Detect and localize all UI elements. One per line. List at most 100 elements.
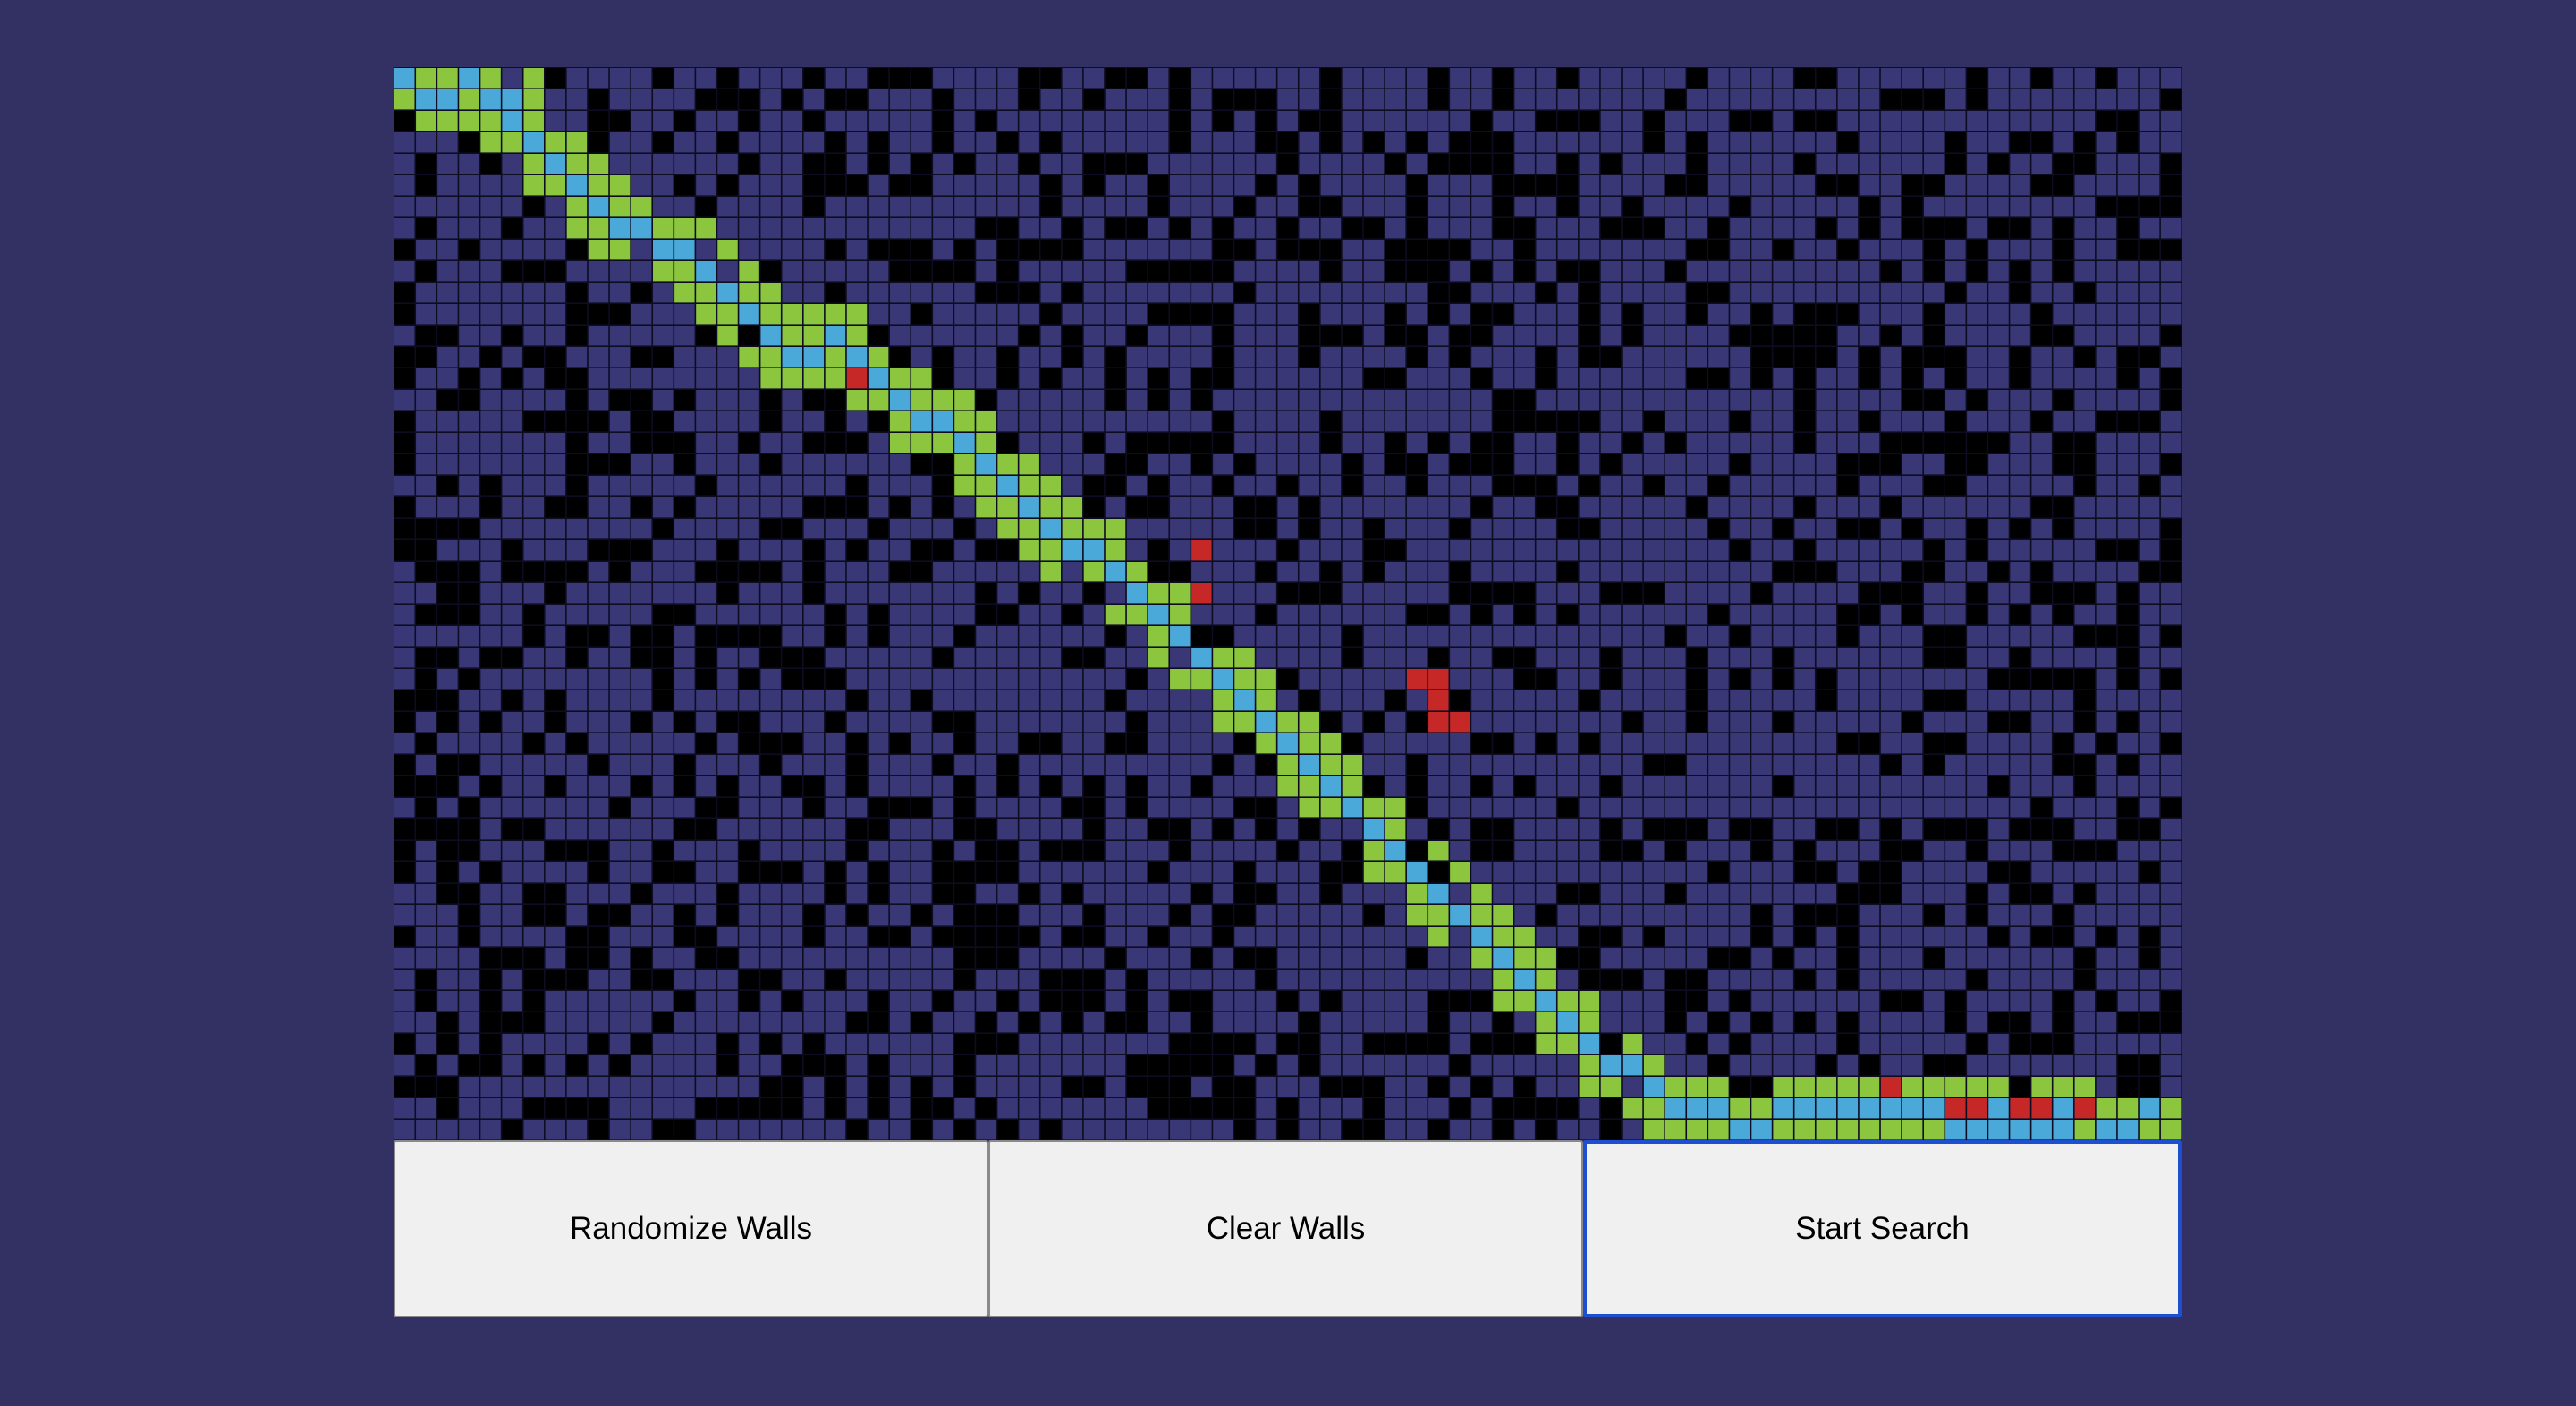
grid-cell-open[interactable] bbox=[1945, 798, 1966, 818]
grid-cell-wall[interactable] bbox=[416, 562, 436, 582]
grid-cell-open[interactable] bbox=[631, 68, 652, 89]
grid-cell-wall[interactable] bbox=[1234, 733, 1255, 754]
grid-cell-open[interactable] bbox=[760, 798, 781, 818]
grid-cell-open[interactable] bbox=[1083, 712, 1105, 733]
grid-cell-open[interactable] bbox=[1148, 132, 1169, 153]
grid-cell-wall[interactable] bbox=[1148, 368, 1169, 389]
grid-cell-open[interactable] bbox=[1708, 326, 1729, 346]
grid-cell-open[interactable] bbox=[2096, 798, 2117, 818]
grid-cell-open[interactable] bbox=[1256, 304, 1276, 325]
grid-cell-open[interactable] bbox=[1816, 884, 1837, 904]
grid-cell-wall[interactable] bbox=[1536, 476, 1556, 496]
grid-cell-open[interactable] bbox=[2117, 261, 2139, 282]
grid-cell-open[interactable] bbox=[1880, 948, 1902, 969]
grid-cell-open[interactable] bbox=[1536, 197, 1556, 217]
grid-cell-open[interactable] bbox=[1622, 497, 1643, 518]
grid-cell-open[interactable] bbox=[1643, 89, 1665, 110]
grid-cell-open[interactable] bbox=[1665, 648, 1686, 668]
grid-cell-open[interactable] bbox=[696, 1077, 716, 1097]
grid-cell-open[interactable] bbox=[2074, 798, 2096, 818]
grid-cell-wall[interactable] bbox=[653, 841, 674, 861]
grid-cell-open[interactable] bbox=[1342, 1034, 1363, 1054]
grid-cell-open[interactable] bbox=[1859, 905, 1880, 926]
grid-cell-open[interactable] bbox=[1837, 841, 1859, 861]
grid-cell-open[interactable] bbox=[1687, 583, 1707, 604]
grid-cell-wall[interactable] bbox=[1837, 240, 1859, 260]
grid-cell-open[interactable] bbox=[1040, 927, 1062, 947]
grid-cell-open[interactable] bbox=[653, 368, 674, 389]
grid-cell-wall[interactable] bbox=[1406, 1034, 1428, 1054]
grid-cell-wall[interactable] bbox=[1256, 1055, 1276, 1076]
grid-cell-wall[interactable] bbox=[1191, 368, 1212, 389]
grid-cell-open[interactable] bbox=[631, 132, 652, 153]
grid-cell-open[interactable] bbox=[1363, 433, 1385, 453]
grid-cell-wall[interactable] bbox=[566, 733, 588, 754]
grid-cell-wall[interactable] bbox=[1536, 347, 1556, 368]
grid-cell-open[interactable] bbox=[394, 562, 415, 582]
grid-cell-wall[interactable] bbox=[1213, 261, 1233, 282]
grid-cell-wall[interactable] bbox=[1450, 583, 1470, 604]
grid-cell-wall[interactable] bbox=[1622, 583, 1643, 604]
grid-cell-open[interactable] bbox=[739, 776, 759, 797]
grid-cell-open[interactable] bbox=[1600, 283, 1622, 303]
grid-cell-open[interactable] bbox=[1622, 261, 1643, 282]
grid-cell-visited[interactable] bbox=[1967, 1077, 1987, 1097]
grid-cell-wall[interactable] bbox=[2074, 841, 2096, 861]
grid-cell-wall[interactable] bbox=[2053, 261, 2073, 282]
grid-cell-open[interactable] bbox=[588, 669, 609, 690]
grid-cell-open[interactable] bbox=[760, 669, 781, 690]
grid-cell-open[interactable] bbox=[1579, 841, 1600, 861]
grid-cell-wall[interactable] bbox=[1816, 175, 1837, 196]
grid-cell-wall[interactable] bbox=[1363, 1034, 1385, 1054]
grid-cell-wall[interactable] bbox=[1256, 948, 1276, 969]
grid-cell-wall[interactable] bbox=[954, 905, 975, 926]
grid-cell-open[interactable] bbox=[1234, 304, 1255, 325]
grid-cell-open[interactable] bbox=[1062, 583, 1083, 604]
grid-cell-wall[interactable] bbox=[588, 1034, 609, 1054]
grid-cell-open[interactable] bbox=[846, 154, 868, 174]
grid-cell-frontier[interactable] bbox=[1730, 1120, 1750, 1140]
grid-cell-wall[interactable] bbox=[1320, 1077, 1342, 1097]
grid-cell-open[interactable] bbox=[1213, 991, 1233, 1012]
grid-cell-open[interactable] bbox=[2074, 1055, 2096, 1076]
grid-cell-wall[interactable] bbox=[911, 304, 932, 325]
grid-cell-open[interactable] bbox=[889, 326, 911, 346]
grid-cell-open[interactable] bbox=[1493, 368, 1513, 389]
grid-cell-open[interactable] bbox=[1256, 476, 1276, 496]
grid-cell-open[interactable] bbox=[566, 68, 588, 89]
grid-cell-wall[interactable] bbox=[782, 776, 802, 797]
grid-cell-open[interactable] bbox=[609, 283, 631, 303]
grid-cell-open[interactable] bbox=[1514, 1012, 1535, 1033]
grid-cell-wall[interactable] bbox=[437, 841, 458, 861]
grid-cell-wall[interactable] bbox=[1234, 283, 1255, 303]
grid-cell-open[interactable] bbox=[1450, 476, 1470, 496]
grid-cell-open[interactable] bbox=[1945, 304, 1966, 325]
grid-cell-open[interactable] bbox=[1062, 819, 1083, 840]
grid-cell-open[interactable] bbox=[976, 240, 996, 260]
grid-cell-open[interactable] bbox=[1191, 733, 1212, 754]
grid-cell-wall[interactable] bbox=[911, 454, 932, 475]
grid-cell-wall[interactable] bbox=[545, 970, 566, 990]
grid-cell-wall[interactable] bbox=[911, 68, 932, 89]
grid-cell-open[interactable] bbox=[416, 454, 436, 475]
grid-cell-open[interactable] bbox=[1902, 497, 1923, 518]
grid-cell-open[interactable] bbox=[1019, 970, 1039, 990]
grid-cell-wall[interactable] bbox=[1880, 884, 1902, 904]
grid-cell-open[interactable] bbox=[566, 347, 588, 368]
grid-cell-open[interactable] bbox=[889, 862, 911, 883]
grid-cell-wall[interactable] bbox=[1730, 626, 1750, 647]
grid-cell-open[interactable] bbox=[1880, 476, 1902, 496]
grid-cell-open[interactable] bbox=[803, 819, 825, 840]
grid-cell-open[interactable] bbox=[1600, 175, 1622, 196]
grid-cell-wall[interactable] bbox=[1708, 605, 1729, 625]
grid-cell-open[interactable] bbox=[545, 89, 566, 110]
grid-cell-open[interactable] bbox=[674, 841, 695, 861]
grid-cell-wall[interactable] bbox=[1923, 347, 1945, 368]
grid-cell-open[interactable] bbox=[2031, 89, 2052, 110]
grid-cell-open[interactable] bbox=[1643, 1012, 1665, 1033]
grid-cell-wall[interactable] bbox=[2160, 240, 2182, 260]
grid-cell-open[interactable] bbox=[976, 197, 996, 217]
grid-cell-open[interactable] bbox=[1385, 970, 1406, 990]
grid-cell-open[interactable] bbox=[2074, 368, 2096, 389]
grid-cell-open[interactable] bbox=[1536, 648, 1556, 668]
